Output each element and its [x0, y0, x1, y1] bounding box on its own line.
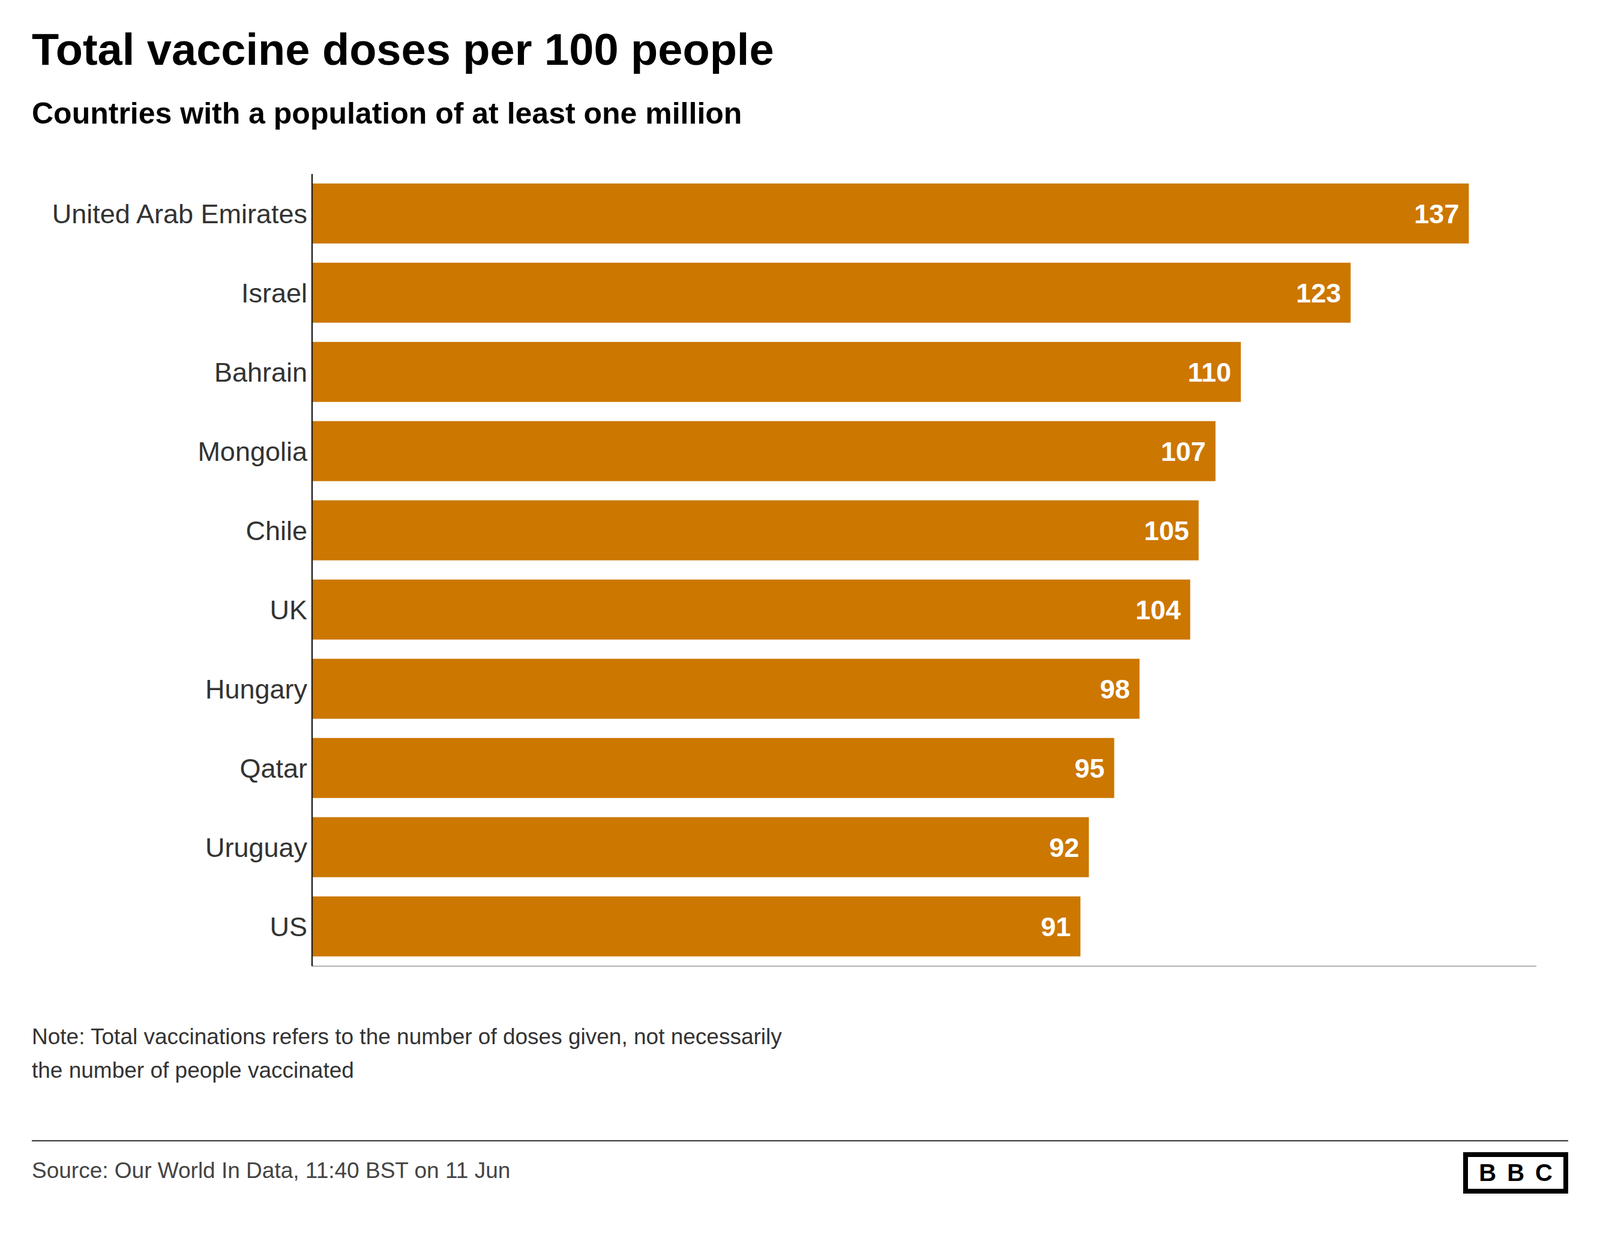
svg-text:123: 123: [1295, 277, 1341, 309]
svg-text:98: 98: [1100, 673, 1131, 705]
svg-text:95: 95: [1074, 753, 1105, 784]
svg-text:104: 104: [1135, 594, 1181, 626]
svg-text:107: 107: [1160, 436, 1206, 467]
svg-text:110: 110: [1187, 357, 1232, 388]
svg-text:Hungary: Hungary: [205, 673, 308, 705]
html-text:Countries with a population of: Countries with a population of at least …: [31, 96, 743, 131]
svg-text:91: 91: [1040, 911, 1071, 943]
svg-text:105: 105: [1143, 515, 1189, 547]
html-text:Note: Total vaccinations refer: Note: Total vaccinations refers to the n…: [31, 1024, 782, 1083]
svg-text:Uruguay: Uruguay: [205, 832, 308, 864]
svg-text:Chile: Chile: [245, 515, 308, 547]
svg-text:United Arab Emirates: United Arab Emirates: [52, 198, 308, 230]
svg-text:UK: UK: [269, 594, 308, 626]
svg-text:US: US: [269, 911, 308, 943]
html-text:Source: Our World In Data, 11:: Source: Our World In Data, 11:40 BST on …: [31, 1158, 511, 1183]
html-text:BBC: BBC: [1478, 1159, 1564, 1186]
svg-text:Qatar: Qatar: [239, 753, 308, 784]
svg-text:92: 92: [1049, 832, 1080, 864]
svg-text:Bahrain: Bahrain: [214, 357, 308, 388]
svg-text:Israel: Israel: [241, 277, 308, 309]
svg-text:137: 137: [1413, 198, 1459, 230]
html-text:Total vaccine doses per 100 pe: Total vaccine doses per 100 people: [31, 24, 774, 75]
svg-text:Mongolia: Mongolia: [197, 436, 308, 467]
